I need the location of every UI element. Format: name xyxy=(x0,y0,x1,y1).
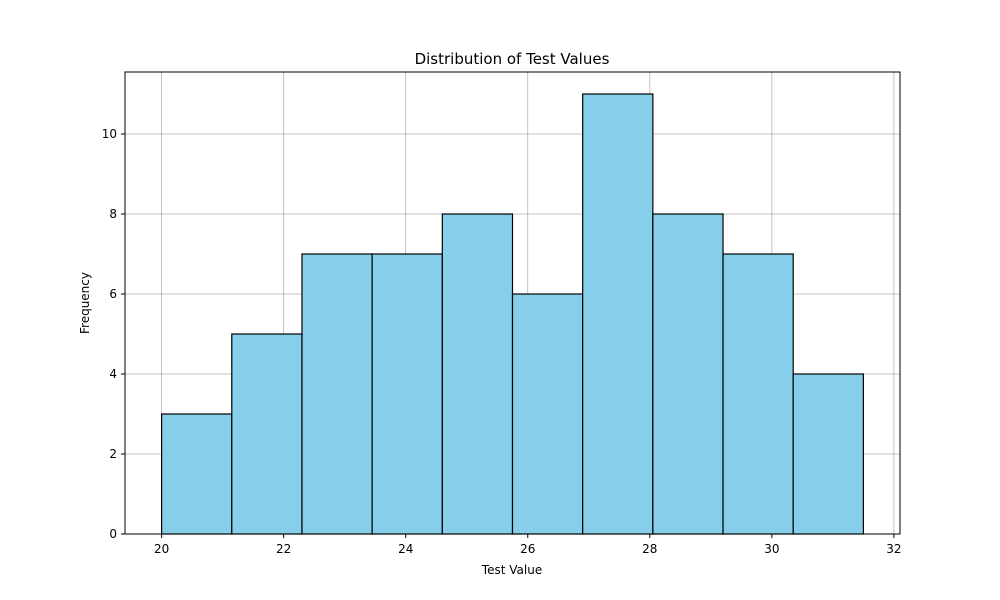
histogram-bar xyxy=(722,253,794,535)
histogram-bar xyxy=(161,413,233,535)
histogram-bar xyxy=(371,253,443,535)
y-tick-label: 4 xyxy=(109,367,117,381)
x-tick-label: 28 xyxy=(642,542,657,556)
y-tick-label: 6 xyxy=(109,287,117,301)
histogram-bar xyxy=(582,93,654,535)
chart-title: Distribution of Test Values xyxy=(415,50,610,68)
histogram-bar xyxy=(301,253,373,535)
x-axis-label: Test Value xyxy=(481,563,542,577)
histogram-bars xyxy=(161,93,864,535)
histogram-bar xyxy=(792,373,864,535)
x-tick-label: 26 xyxy=(520,542,535,556)
histogram-bar xyxy=(652,213,724,535)
x-tick-label: 24 xyxy=(398,542,413,556)
x-tick-label: 30 xyxy=(764,542,779,556)
y-tick-label: 2 xyxy=(109,447,117,461)
histogram-bar xyxy=(511,293,584,535)
histogram-bar xyxy=(231,333,303,535)
histogram-bar xyxy=(441,213,514,535)
x-tick-label: 32 xyxy=(886,542,901,556)
y-axis-label: Frequency xyxy=(78,272,92,334)
y-axis-ticks: 0 2 4 6 8 10 xyxy=(102,127,125,541)
y-tick-label: 0 xyxy=(109,527,117,541)
y-tick-label: 10 xyxy=(102,127,117,141)
x-tick-label: 22 xyxy=(276,542,291,556)
x-tick-label: 20 xyxy=(154,542,169,556)
plot-area-frame xyxy=(124,71,901,535)
y-tick-label: 8 xyxy=(109,207,117,221)
x-axis-ticks: 20 22 24 26 28 30 32 xyxy=(154,534,902,556)
